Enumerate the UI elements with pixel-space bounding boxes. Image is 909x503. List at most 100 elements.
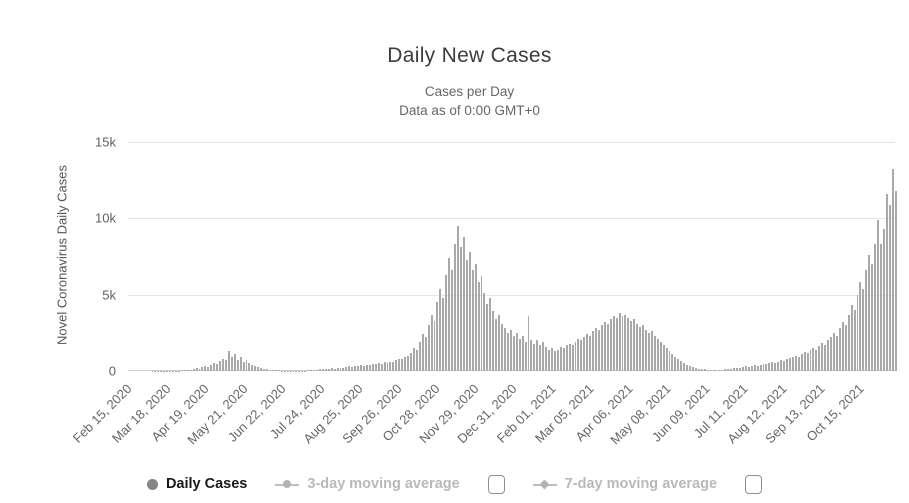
bar: [780, 360, 783, 371]
bar: [627, 317, 630, 371]
bar: [186, 370, 189, 371]
legend-item-daily-cases[interactable]: Daily Cases: [146, 476, 247, 492]
bar: [363, 365, 365, 371]
bar: [433, 320, 436, 371]
bar: [853, 309, 856, 371]
bar: [697, 368, 700, 371]
bar: [506, 332, 509, 371]
bar: [721, 369, 724, 371]
bar: [556, 349, 559, 371]
bar: [345, 367, 348, 371]
plot-area[interactable]: 15k 10k 5k 0 Feb 15, 2020 Mar 18, 2020 Apr 19…: [70, 135, 897, 447]
bar: [621, 316, 624, 371]
bar: [788, 358, 791, 371]
bar: [195, 368, 198, 371]
bar: [815, 349, 818, 371]
bar: [471, 270, 474, 371]
chart-subtitle: Cases per Day Data as of 0:00 GMT+0: [30, 82, 909, 120]
bar: [686, 364, 689, 371]
bar: [465, 259, 468, 371]
bar: [324, 369, 327, 371]
bar: [189, 369, 192, 371]
bar: [210, 364, 213, 371]
bar: [183, 370, 186, 371]
bar: [224, 360, 227, 371]
bar: [888, 204, 891, 371]
bar: [551, 348, 553, 371]
bar: [777, 361, 780, 371]
bar: [227, 350, 230, 371]
checkbox-3-day-moving-average[interactable]: [487, 474, 505, 494]
bar: [354, 365, 357, 371]
bar: [457, 225, 459, 371]
bar: [201, 367, 204, 371]
bar: [248, 363, 251, 371]
bar: [783, 361, 785, 371]
bar: [868, 254, 871, 371]
bar: [809, 350, 812, 371]
bar: [580, 340, 583, 371]
bar: [539, 345, 542, 371]
bar: [474, 264, 477, 371]
checkbox-7-day-moving-average[interactable]: [745, 474, 763, 494]
bar: [254, 365, 257, 371]
bar: [771, 362, 774, 371]
bar: [662, 345, 665, 371]
bar: [727, 369, 730, 371]
bar: [401, 359, 404, 371]
bar: [351, 366, 354, 371]
bar: [233, 354, 236, 371]
bar: [865, 270, 868, 371]
bar: [486, 303, 489, 371]
bar: [703, 369, 706, 371]
bar: [498, 314, 501, 371]
bar: [192, 369, 195, 371]
bar: [180, 370, 183, 371]
bar: [512, 335, 515, 371]
bar: [204, 366, 207, 371]
bar: [313, 370, 315, 371]
bar: [368, 364, 371, 371]
bar: [786, 359, 788, 371]
legend-item-3-day-moving-average[interactable]: 3-day moving average: [275, 476, 460, 492]
bar: [321, 369, 324, 371]
bar: [791, 357, 794, 371]
bar: [586, 334, 589, 371]
bar: [862, 288, 865, 371]
bar: [671, 354, 674, 371]
chart-subtitle-line2: Data as of 0:00 GMT+0: [399, 103, 540, 118]
bar: [462, 236, 465, 371]
bar: [257, 366, 260, 371]
bar: [492, 311, 495, 371]
bar: [894, 190, 897, 371]
bar: [242, 361, 245, 371]
bar: [595, 328, 597, 371]
bar: [674, 356, 677, 371]
bar: [530, 340, 533, 371]
bar: [448, 258, 451, 371]
legend-item-7-day-moving-average[interactable]: 7-day moving average: [532, 476, 717, 492]
bar: [222, 358, 224, 371]
bar: [753, 365, 756, 371]
bar: [365, 364, 368, 371]
bar: [263, 368, 266, 371]
bar: [871, 264, 874, 371]
bar: [859, 282, 862, 371]
bar: [533, 343, 536, 371]
bar: [389, 361, 392, 371]
bar: [198, 368, 201, 371]
bar: [395, 360, 398, 371]
bar: [668, 351, 671, 371]
diamond-marker-icon: [539, 479, 550, 489]
bar: [589, 335, 592, 371]
bar: [219, 361, 221, 371]
y-axis-ticks: 15k 10k 5k 0: [84, 135, 122, 379]
chart-title: Daily New Cases: [387, 44, 552, 67]
bar: [266, 369, 268, 371]
bar: [239, 356, 242, 371]
chart-legend: Daily Cases 3-day moving average 7-day m…: [0, 471, 909, 497]
bar: [700, 369, 703, 371]
bar: [407, 355, 409, 371]
bar: [709, 370, 712, 371]
bar: [659, 342, 662, 371]
